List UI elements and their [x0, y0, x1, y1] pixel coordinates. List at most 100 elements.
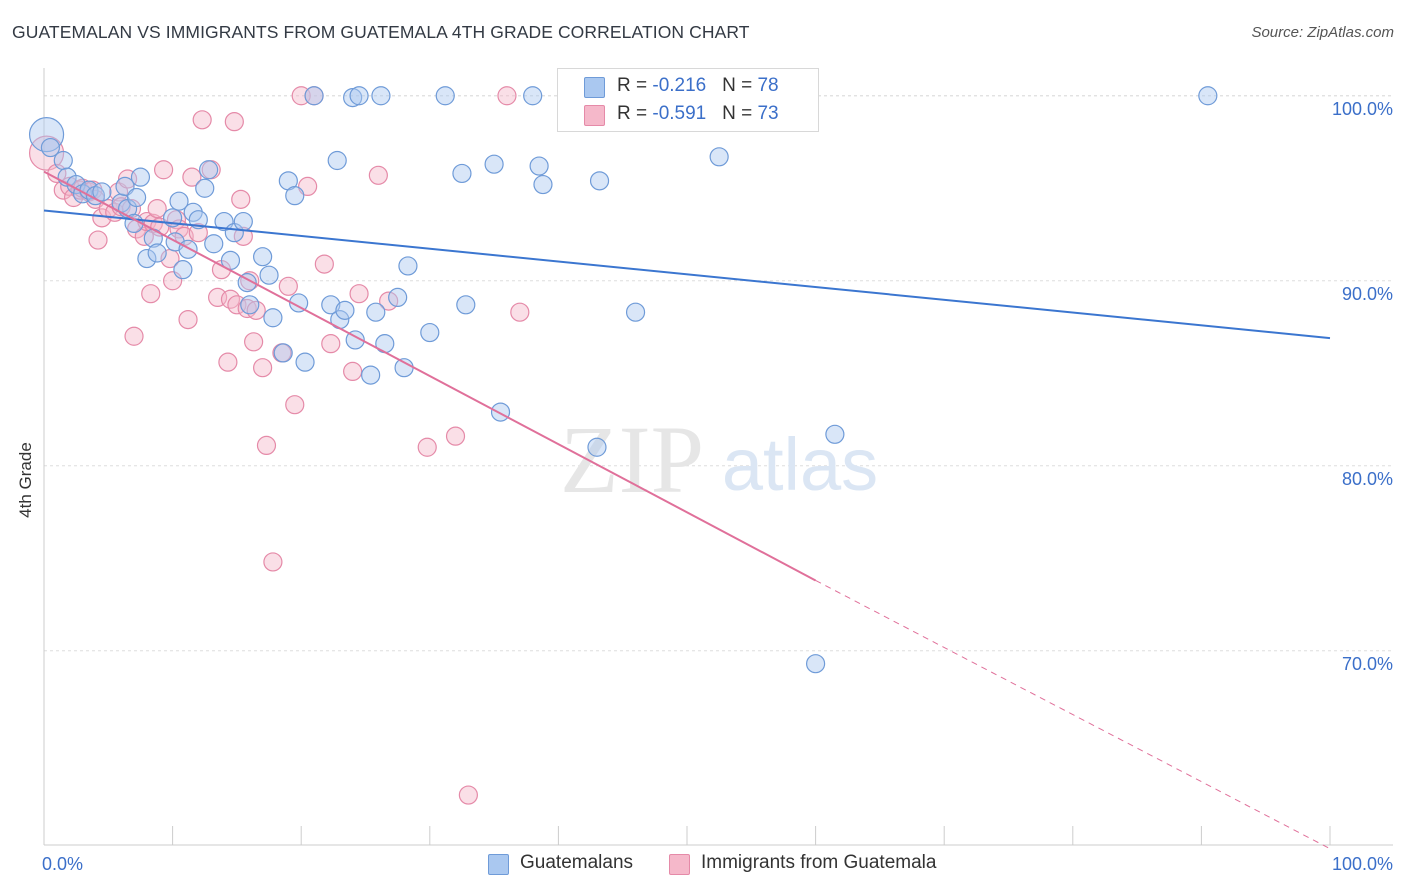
y-tick-label: 100.0% — [1332, 99, 1393, 119]
y-axis-label: 4th Grade — [16, 442, 35, 518]
data-point — [321, 334, 341, 354]
data-point — [343, 361, 363, 381]
data-point — [529, 156, 549, 176]
chart-title: GUATEMALAN VS IMMIGRANTS FROM GUATEMALA … — [12, 22, 750, 42]
legend-n-label: N = — [722, 75, 758, 96]
data-point — [533, 174, 553, 195]
grid-lines — [44, 95, 1393, 652]
trend-lines — [43, 170, 1331, 850]
tick-labels: 70.0% 80.0% 90.0% 100.0% 0.0% 100.0% — [42, 99, 1393, 874]
data-point — [137, 248, 157, 269]
data-point — [244, 332, 264, 352]
data-point — [124, 326, 144, 346]
legend-n-value: 73 — [757, 103, 779, 124]
source-label: Source: ZipAtlas.com — [1251, 24, 1394, 41]
bottom-legend-swatch-pink — [669, 854, 690, 875]
x-tick-label: 0.0% — [42, 854, 83, 874]
data-point — [349, 86, 369, 106]
data-point — [141, 284, 161, 304]
trend-line-immigrants-extension — [815, 580, 1331, 850]
data-point — [371, 86, 391, 106]
data-point — [1198, 86, 1218, 106]
data-point — [92, 182, 112, 202]
legend-r-value: -0.216 — [652, 75, 707, 96]
data-point — [115, 176, 135, 196]
data-point — [805, 654, 826, 674]
data-point — [130, 167, 151, 187]
data-point — [259, 265, 279, 285]
data-point — [417, 437, 437, 457]
data-point — [452, 163, 472, 184]
x-tick-label: 100.0% — [1332, 854, 1393, 874]
data-point — [233, 211, 253, 232]
data-point — [523, 86, 543, 106]
bottom-legend-label: Immigrants from Guatemala — [701, 852, 937, 873]
data-point — [484, 154, 504, 174]
y-tick-label: 70.0% — [1342, 654, 1393, 674]
data-point — [192, 110, 212, 130]
data-point — [178, 310, 198, 330]
data-point — [28, 117, 65, 153]
data-point — [126, 187, 147, 208]
data-point — [625, 302, 646, 322]
data-point — [237, 273, 257, 293]
watermark-zip: ZIP — [560, 406, 704, 513]
data-point — [295, 352, 315, 372]
correlation-legend: R = -0.216 N = 78 R = -0.591 N = 73 — [557, 68, 819, 132]
legend-r-label: R = — [617, 103, 653, 124]
data-point — [53, 150, 73, 171]
data-point — [218, 352, 238, 372]
data-point — [361, 365, 381, 385]
bottom-legend-swatch-blue — [488, 854, 509, 875]
data-point — [240, 295, 260, 315]
data-point — [289, 293, 309, 313]
data-point — [490, 402, 511, 422]
data-point — [709, 147, 729, 167]
data-point — [321, 295, 341, 315]
data-point — [304, 86, 324, 106]
series-guatemalans-points — [28, 86, 1218, 674]
data-point — [349, 284, 369, 304]
data-point — [204, 234, 224, 254]
data-point — [278, 276, 298, 296]
axes — [43, 68, 1393, 846]
data-point — [173, 260, 193, 280]
data-point — [153, 160, 174, 180]
data-point — [435, 86, 455, 106]
data-point — [314, 254, 334, 274]
data-point — [88, 230, 108, 250]
data-point — [273, 343, 293, 363]
watermark: ZIP atlas — [560, 406, 878, 513]
data-point — [335, 300, 355, 320]
data-point — [199, 160, 219, 180]
data-point — [256, 435, 277, 455]
data-point — [253, 358, 273, 378]
watermark-atlas: atlas — [722, 423, 878, 506]
y-tick-label: 80.0% — [1342, 469, 1393, 489]
legend-swatch-blue — [584, 77, 605, 98]
data-point — [343, 87, 363, 108]
data-point — [510, 302, 530, 322]
data-point — [182, 167, 202, 187]
data-point — [458, 785, 478, 805]
trend-line-immigrants — [43, 170, 817, 582]
legend-r-value: -0.591 — [652, 103, 707, 124]
legend-n-value: 78 — [757, 75, 779, 96]
data-point — [587, 437, 607, 457]
data-point — [345, 330, 365, 350]
data-point — [368, 165, 388, 185]
data-point — [589, 171, 610, 191]
data-point — [263, 552, 283, 572]
data-point — [188, 210, 208, 230]
data-point — [253, 247, 273, 267]
data-point — [398, 256, 418, 276]
data-point — [178, 239, 198, 259]
data-point — [231, 189, 251, 209]
data-point — [40, 137, 61, 158]
data-point — [285, 395, 305, 415]
data-point — [497, 86, 517, 106]
data-point — [169, 191, 189, 211]
data-point — [195, 178, 215, 198]
data-point — [147, 199, 167, 219]
data-point — [298, 176, 318, 196]
